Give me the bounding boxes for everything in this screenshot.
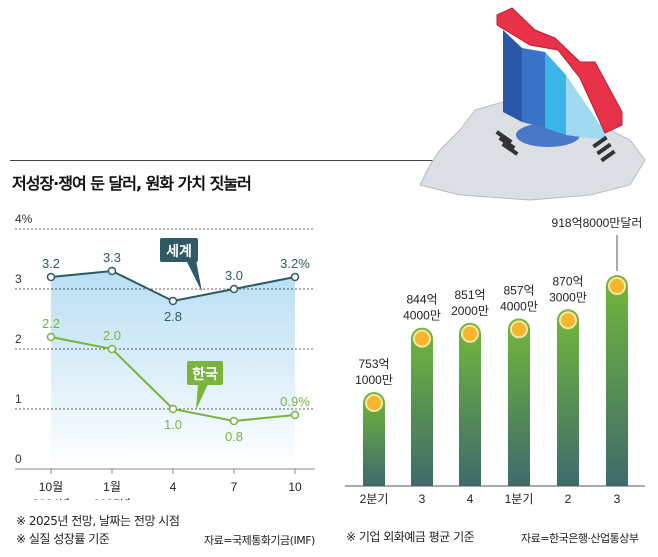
bar bbox=[363, 392, 385, 486]
fx-deposit-bar-chart: 753억 1000만 844억 4000만 851억 2000만 857억 4000만 870억… bbox=[345, 216, 645, 510]
x-tick-label: 10월 bbox=[39, 480, 63, 494]
bar-value-label: 4000만 bbox=[500, 299, 538, 313]
bar-value-label: 844억 bbox=[406, 293, 437, 307]
bar bbox=[557, 309, 579, 486]
falling-arrow bbox=[496, 7, 623, 134]
data-label: 3.3 bbox=[103, 250, 121, 265]
bar-value-label: 3000만 bbox=[549, 290, 587, 304]
y-tick-label: 0 bbox=[15, 452, 22, 466]
x-tick-label: 3 bbox=[614, 492, 621, 506]
y-tick-label: 2 bbox=[15, 332, 22, 346]
page-title: 저성장·쟁여 둔 달러, 원화 가치 짓눌러 bbox=[12, 174, 252, 193]
x-tick-label: 2025년 bbox=[500, 509, 538, 510]
x-tick-label: 2분기 bbox=[360, 492, 389, 506]
chart1-note-1: ※ 2025년 전망, 날짜는 전망 시점 bbox=[16, 514, 180, 528]
bar-value-label: 2000만 bbox=[451, 304, 489, 318]
x-tick-label: 2024년 bbox=[355, 509, 393, 510]
data-label: 3.0 bbox=[225, 268, 243, 283]
chart2-source: 자료=한국은행·산업통상부 bbox=[521, 532, 639, 545]
taegeuk-trigram-icons bbox=[495, 130, 616, 163]
data-label: 2.8 bbox=[164, 309, 182, 324]
coin-icon bbox=[559, 311, 577, 330]
coin-icon bbox=[461, 324, 479, 343]
data-point bbox=[290, 410, 300, 420]
coin-icon bbox=[413, 329, 431, 348]
legend-korea-callout: 한국 bbox=[187, 361, 223, 410]
legend-world-label: 세계 bbox=[166, 243, 192, 259]
x-tick-label: 2025년 bbox=[93, 497, 131, 500]
legend-world-callout: 세계 bbox=[160, 238, 202, 292]
bar-3 bbox=[545, 52, 566, 135]
data-label: 0.8 bbox=[225, 429, 243, 444]
title-divider bbox=[10, 160, 440, 161]
bar-value-label: 918억8000만달러 bbox=[552, 216, 643, 230]
data-label: 2.0 bbox=[103, 328, 121, 343]
x-tick-label: 4 bbox=[467, 492, 474, 506]
korea-map-chart-illustration bbox=[419, 7, 646, 201]
chart2-note: ※ 기업 외화예금 평균 기준 bbox=[346, 530, 475, 544]
x-tick-label: 3 bbox=[419, 492, 426, 506]
bar bbox=[606, 275, 628, 486]
data-point bbox=[46, 272, 56, 282]
data-label: 3.2% bbox=[280, 256, 310, 271]
x-tick-label: 1월 bbox=[103, 480, 121, 494]
data-point bbox=[168, 404, 178, 414]
data-label: 2.2 bbox=[42, 316, 60, 331]
y-tick-label: 1 bbox=[15, 392, 22, 406]
bar-1 bbox=[503, 30, 522, 122]
bar-value-label: 857억 bbox=[503, 283, 534, 297]
bar-value-label: 753억 bbox=[358, 357, 389, 371]
data-point bbox=[46, 332, 56, 342]
bar bbox=[508, 318, 530, 486]
bar-value-label: 1000만 bbox=[355, 373, 393, 387]
x-tick-label: 2024년 bbox=[32, 497, 70, 500]
data-label: 0.9% bbox=[280, 394, 310, 409]
chart1-note-2: ※ 실질 성장률 기준 bbox=[16, 532, 110, 546]
y-tick-label: 4% bbox=[15, 212, 33, 226]
bar-2 bbox=[522, 48, 545, 128]
x-tick-label: 1분기 bbox=[505, 492, 534, 506]
y-tick-label: 3 bbox=[15, 272, 22, 286]
bar bbox=[459, 322, 481, 486]
x-tick-label: 7 bbox=[231, 480, 238, 494]
data-point bbox=[107, 266, 117, 276]
coin-icon bbox=[608, 277, 626, 296]
legend-korea-label: 한국 bbox=[192, 366, 218, 382]
coin-icon bbox=[510, 320, 528, 339]
data-label: 1.0 bbox=[164, 417, 182, 432]
coin-icon bbox=[365, 394, 383, 413]
x-tick-label: 4 bbox=[170, 480, 177, 494]
bar-value-label: 4000만 bbox=[403, 309, 441, 323]
bar-4 bbox=[566, 75, 605, 140]
data-label: 3.2 bbox=[42, 256, 60, 271]
bar-value-label: 870억 bbox=[552, 274, 583, 288]
chart1-source: 자료=국제통화기금(IMF) bbox=[204, 534, 315, 547]
data-point bbox=[290, 272, 300, 282]
x-tick-label: 10 bbox=[288, 480, 302, 494]
x-tick-label: 2 bbox=[565, 492, 572, 506]
bar-value-label: 851억 bbox=[454, 288, 485, 302]
bar bbox=[411, 327, 433, 486]
data-point bbox=[229, 284, 239, 294]
data-point bbox=[168, 296, 178, 306]
data-point bbox=[229, 416, 239, 426]
data-point bbox=[107, 344, 117, 354]
